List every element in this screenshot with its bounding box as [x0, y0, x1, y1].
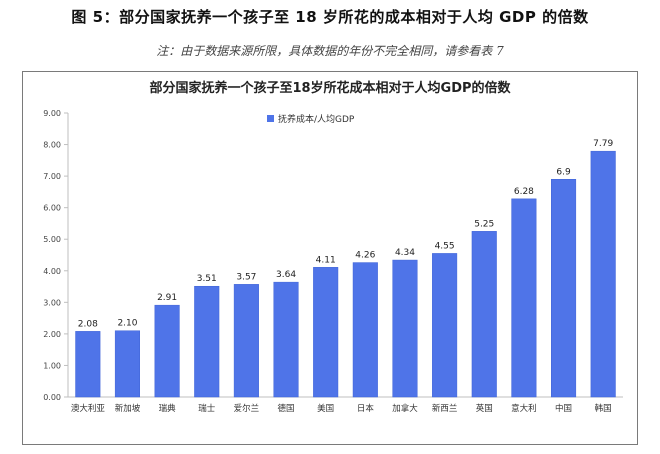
y-tick-label: 9.00 — [43, 109, 61, 118]
y-tick-label: 0.00 — [43, 393, 61, 402]
bar-chart: 部分国家抚养一个孩子至18岁所花成本相对于人均GDP的倍数 抚养成本/人均GDP… — [43, 80, 623, 414]
data-label: 5.25 — [474, 219, 494, 229]
legend: 抚养成本/人均GDP — [267, 113, 355, 125]
y-tick-label: 6.00 — [43, 204, 61, 213]
bar — [273, 281, 299, 398]
bar — [352, 262, 378, 398]
chart-frame: 部分国家抚养一个孩子至18岁所花成本相对于人均GDP的倍数 抚养成本/人均GDP… — [22, 71, 638, 445]
data-label: 2.91 — [157, 293, 177, 303]
bar — [392, 259, 418, 398]
x-tick-label: 韩国 — [595, 403, 612, 414]
x-tick-label: 中国 — [555, 403, 572, 414]
x-tick-label: 澳大利亚 — [71, 403, 106, 414]
data-label: 3.64 — [276, 270, 296, 280]
bar — [114, 330, 140, 398]
x-tick-label: 英国 — [476, 403, 493, 414]
data-label: 4.11 — [316, 255, 336, 265]
x-tick-label: 新西兰 — [432, 403, 458, 414]
data-label: 4.34 — [395, 248, 415, 258]
legend-label: 抚养成本/人均GDP — [278, 113, 355, 125]
y-tick-label: 8.00 — [43, 141, 61, 150]
bar — [590, 150, 616, 398]
x-tick-label: 意大利 — [511, 403, 537, 414]
bar — [154, 304, 180, 398]
chart-title: 部分国家抚养一个孩子至18岁所花成本相对于人均GDP的倍数 — [149, 80, 511, 96]
x-tick-label: 美国 — [317, 403, 334, 414]
x-tick-label: 德国 — [278, 403, 295, 414]
data-label: 4.26 — [355, 251, 375, 261]
data-label: 6.9 — [556, 167, 571, 177]
x-tick-label: 瑞典 — [159, 403, 177, 414]
data-label: 3.51 — [197, 274, 217, 284]
legend-swatch — [267, 115, 274, 122]
bar — [233, 284, 259, 398]
y-tick-label: 5.00 — [43, 235, 61, 244]
x-tick-label: 新加坡 — [115, 403, 141, 414]
x-tick-label: 瑞士 — [198, 403, 216, 414]
data-label: 4.55 — [435, 241, 455, 251]
bars: 2.08 澳大利亚 2.10 新加坡 2.91 瑞典 3.51 瑞士 3.57 爱尔兰 3.64 德国… — [71, 139, 616, 414]
bar — [551, 179, 577, 398]
bar — [511, 198, 537, 398]
figure-note: 注：由于数据来源所限，具体数据的年份不完全相同，请参看表 7 — [156, 44, 504, 58]
y-tick-label: 2.00 — [43, 330, 61, 339]
bar — [313, 267, 339, 398]
y-tick-label: 7.00 — [43, 172, 61, 181]
x-tick-label: 爱尔兰 — [234, 403, 260, 414]
data-label: 6.28 — [514, 187, 534, 197]
bar — [471, 231, 497, 398]
data-label: 2.10 — [117, 319, 137, 329]
x-tick-label: 加拿大 — [392, 403, 418, 414]
bar — [75, 331, 101, 398]
data-label: 3.57 — [236, 272, 256, 282]
data-label: 7.79 — [593, 139, 613, 149]
bar — [194, 285, 220, 398]
y-tick-label: 1.00 — [43, 361, 61, 370]
bar — [432, 253, 458, 398]
y-tick-label: 4.00 — [43, 267, 61, 276]
y-tick-label: 3.00 — [43, 298, 61, 307]
figure-title: 图 5：部分国家抚养一个孩子至 18 岁所花的成本相对于人均 GDP 的倍数 — [71, 8, 589, 26]
data-label: 2.08 — [78, 319, 98, 329]
x-tick-label: 日本 — [357, 403, 375, 414]
